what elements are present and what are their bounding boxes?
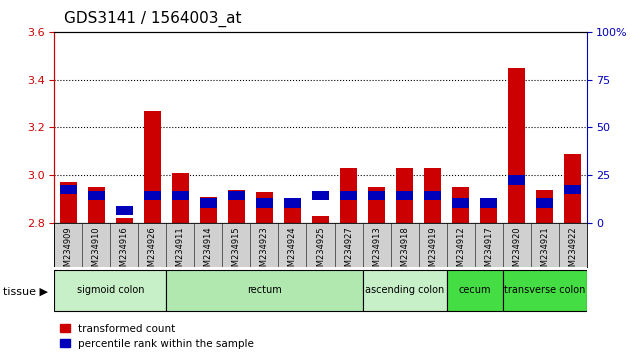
Legend: transformed count, percentile rank within the sample: transformed count, percentile rank withi… bbox=[60, 324, 254, 349]
Bar bbox=[54, 270, 167, 311]
Bar bbox=[536, 198, 553, 208]
Text: GSM234919: GSM234919 bbox=[428, 227, 437, 277]
Bar bbox=[508, 68, 525, 223]
Bar bbox=[116, 206, 133, 215]
Bar bbox=[424, 190, 441, 200]
Text: GSM234909: GSM234909 bbox=[64, 227, 73, 277]
Text: GSM234910: GSM234910 bbox=[92, 227, 101, 277]
Bar bbox=[396, 190, 413, 200]
Text: GSM234914: GSM234914 bbox=[204, 227, 213, 277]
Bar bbox=[424, 168, 441, 223]
Bar bbox=[480, 206, 497, 223]
Text: GSM234920: GSM234920 bbox=[512, 227, 521, 277]
Bar bbox=[564, 154, 581, 223]
Text: GSM234925: GSM234925 bbox=[316, 227, 325, 277]
Bar bbox=[144, 111, 161, 223]
Bar bbox=[363, 270, 447, 311]
Bar bbox=[508, 175, 525, 185]
Text: ascending colon: ascending colon bbox=[365, 285, 444, 295]
Bar bbox=[60, 182, 77, 223]
Bar bbox=[340, 168, 357, 223]
Text: GSM234927: GSM234927 bbox=[344, 227, 353, 277]
Bar bbox=[284, 198, 301, 208]
Text: tissue ▶: tissue ▶ bbox=[3, 287, 48, 297]
Bar bbox=[503, 270, 587, 311]
Bar bbox=[536, 189, 553, 223]
Text: GSM234915: GSM234915 bbox=[232, 227, 241, 277]
Bar bbox=[172, 190, 189, 200]
Bar bbox=[312, 216, 329, 223]
Text: GSM234913: GSM234913 bbox=[372, 227, 381, 277]
Bar bbox=[396, 168, 413, 223]
Text: GSM234916: GSM234916 bbox=[120, 227, 129, 277]
Text: cecum: cecum bbox=[458, 285, 491, 295]
Bar bbox=[480, 198, 497, 208]
Bar bbox=[200, 197, 217, 223]
Bar bbox=[228, 190, 245, 200]
Bar bbox=[60, 185, 77, 194]
Bar bbox=[116, 218, 133, 223]
Text: rectum: rectum bbox=[247, 285, 282, 295]
Text: GSM234912: GSM234912 bbox=[456, 227, 465, 277]
Text: GSM234917: GSM234917 bbox=[484, 227, 493, 277]
Text: GSM234911: GSM234911 bbox=[176, 227, 185, 277]
Bar bbox=[564, 185, 581, 194]
Bar bbox=[228, 189, 245, 223]
Text: GSM234923: GSM234923 bbox=[260, 227, 269, 277]
Bar bbox=[368, 190, 385, 200]
Bar bbox=[284, 199, 301, 223]
Text: GSM234922: GSM234922 bbox=[568, 227, 577, 277]
Bar bbox=[88, 190, 105, 200]
Bar bbox=[312, 190, 329, 200]
Text: transverse colon: transverse colon bbox=[504, 285, 585, 295]
Bar bbox=[340, 190, 357, 200]
Bar bbox=[256, 198, 273, 208]
Text: GSM234924: GSM234924 bbox=[288, 227, 297, 277]
Bar bbox=[200, 198, 217, 208]
Bar bbox=[144, 190, 161, 200]
Bar bbox=[368, 187, 385, 223]
Bar bbox=[172, 173, 189, 223]
Bar bbox=[256, 192, 273, 223]
Text: GDS3141 / 1564003_at: GDS3141 / 1564003_at bbox=[64, 11, 242, 27]
Text: GSM234926: GSM234926 bbox=[148, 227, 157, 277]
Bar bbox=[88, 187, 105, 223]
Bar bbox=[452, 187, 469, 223]
Text: GSM234918: GSM234918 bbox=[400, 227, 409, 277]
Text: GSM234921: GSM234921 bbox=[540, 227, 549, 277]
Bar bbox=[167, 270, 363, 311]
Bar bbox=[447, 270, 503, 311]
Bar bbox=[452, 198, 469, 208]
Text: sigmoid colon: sigmoid colon bbox=[77, 285, 144, 295]
